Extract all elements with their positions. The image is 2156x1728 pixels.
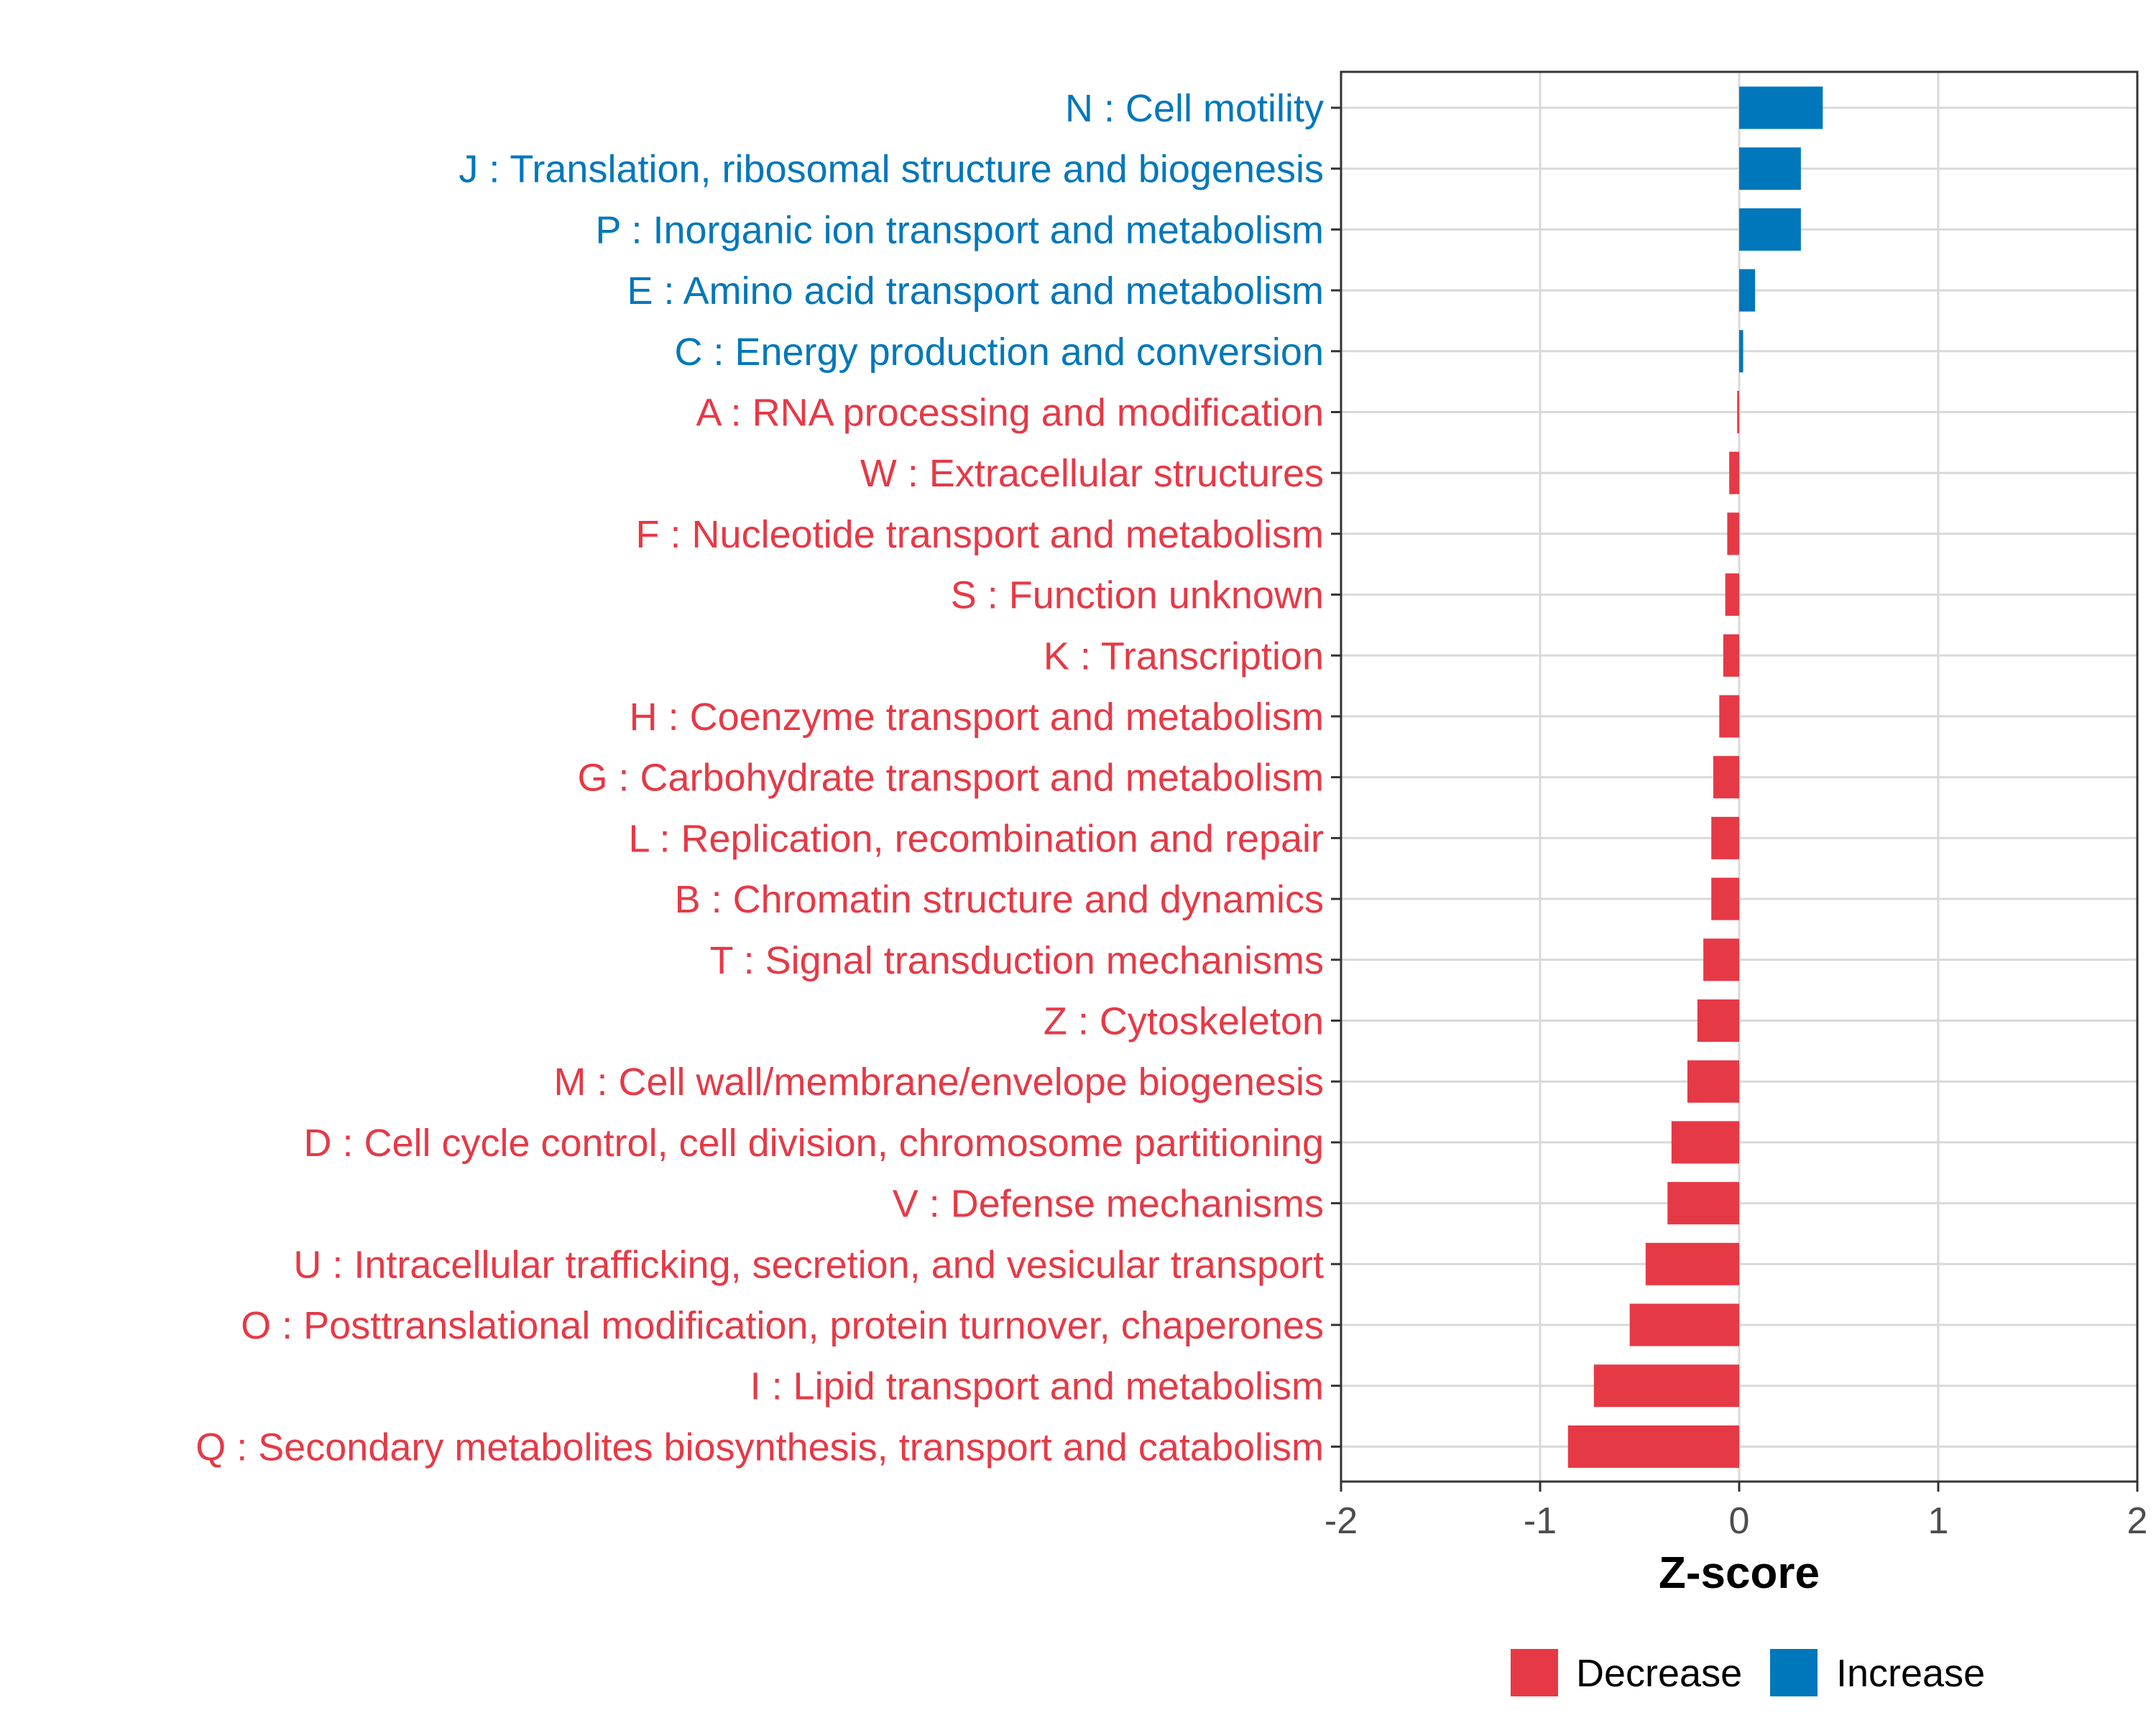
category-label: D : Cell cycle control, cell division, c…: [303, 1122, 1324, 1165]
legend-swatch: [1511, 1649, 1558, 1696]
bar: [1739, 86, 1823, 129]
x-axis: -2 -1 0 1 2: [1325, 1482, 2148, 1542]
bar: [1629, 1303, 1739, 1346]
category-label: S : Function unknown: [951, 574, 1324, 617]
bar: [1739, 208, 1801, 251]
bar: [1739, 147, 1801, 190]
bar: [1711, 816, 1739, 859]
x-tick-label: -2: [1325, 1500, 1358, 1542]
category-label: I : Lipid transport and metabolism: [750, 1365, 1324, 1408]
category-label: Q : Secondary metabolites biosynthesis, …: [195, 1426, 1324, 1469]
category-label: C : Energy production and conversion: [674, 331, 1324, 374]
bar: [1567, 1425, 1739, 1468]
category-label: L : Replication, recombination and repai…: [628, 817, 1324, 860]
bar: [1671, 1121, 1739, 1164]
category-label: N : Cell motility: [1065, 87, 1324, 130]
category-label: J : Translation, ribosomal structure and…: [459, 148, 1324, 191]
bar: [1645, 1242, 1739, 1285]
bar: [1737, 391, 1739, 433]
bar: [1703, 938, 1739, 981]
bar: [1593, 1364, 1739, 1408]
x-tick-label: -1: [1524, 1500, 1557, 1542]
bar: [1713, 756, 1739, 799]
x-tick-label: 0: [1729, 1500, 1750, 1542]
bar: [1725, 573, 1739, 616]
x-tick-label: 1: [1928, 1500, 1949, 1542]
category-label: P : Inorganic ion transport and metaboli…: [595, 208, 1324, 251]
bar: [1667, 1182, 1739, 1225]
bar: [1711, 877, 1739, 920]
bar: [1739, 330, 1743, 373]
category-label: M : Cell wall/membrane/envelope biogenes…: [553, 1061, 1324, 1104]
category-label: A : RNA processing and modification: [696, 392, 1324, 435]
legend-label: Increase: [1836, 1652, 1985, 1695]
category-label: H : Coenzyme transport and metabolism: [630, 696, 1324, 739]
bars: [1567, 86, 1823, 1468]
category-label: F : Nucleotide transport and metabolism: [636, 513, 1324, 556]
category-label: O : Posttranslational modification, prot…: [241, 1304, 1324, 1347]
category-label: W : Extracellular structures: [860, 452, 1324, 495]
x-axis-title: Z-score: [1659, 1548, 1820, 1598]
legend-label: Decrease: [1576, 1652, 1742, 1695]
category-label: U : Intracellular trafficking, secretion…: [293, 1243, 1324, 1286]
bar: [1727, 512, 1739, 555]
bar: [1723, 634, 1739, 677]
bar: [1739, 269, 1756, 312]
y-axis: N : Cell motility J : Translation, riboso…: [195, 87, 1341, 1469]
legend-swatch: [1770, 1649, 1818, 1696]
legend: Decrease Increase: [1511, 1649, 1985, 1696]
bar: [1729, 451, 1739, 494]
category-label: E : Amino acid transport and metabolism: [627, 269, 1324, 313]
category-label: B : Chromatin structure and dynamics: [675, 878, 1324, 921]
category-label: T : Signal transduction mechanisms: [710, 939, 1324, 982]
bar: [1719, 695, 1739, 738]
category-label: K : Transcription: [1044, 634, 1324, 678]
category-label: Z : Cytoskeleton: [1044, 1000, 1324, 1043]
category-label: V : Defense mechanisms: [893, 1183, 1324, 1226]
bar: [1687, 1060, 1739, 1103]
x-tick-label: 2: [2127, 1500, 2148, 1542]
category-label: G : Carbohydrate transport and metabolis…: [578, 757, 1325, 800]
bar: [1697, 999, 1739, 1042]
